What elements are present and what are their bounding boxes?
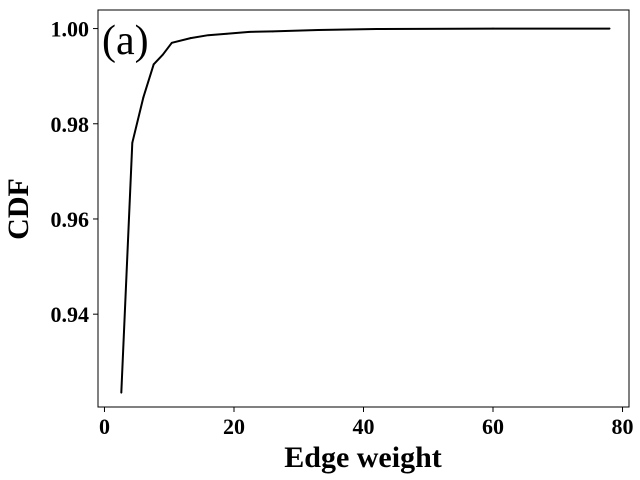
y-tick-label: 0.94 <box>51 302 90 327</box>
data-point <box>492 27 494 30</box>
data-point <box>225 32 228 35</box>
plot-frame <box>97 9 630 408</box>
data-point <box>608 27 611 30</box>
ticks-layer: 0 20 40 60 80 0.94 0.96 0.98 1.00 <box>51 17 634 439</box>
x-axis-title: Edge weight <box>284 441 442 474</box>
plot-layer <box>120 27 611 394</box>
data-point <box>189 37 192 39</box>
data-point <box>142 96 145 99</box>
data-point <box>161 53 164 56</box>
data-point <box>152 63 155 66</box>
x-tick-label: 80 <box>612 414 634 439</box>
y-tick-label: 0.96 <box>51 207 90 232</box>
x-tick-label: 20 <box>223 414 245 439</box>
x-tick-label: 40 <box>353 414 375 439</box>
y-axis-title: CDF <box>2 178 35 240</box>
x-tick-label: 0 <box>99 414 110 439</box>
data-point <box>170 41 173 44</box>
x-tick-label: 60 <box>482 414 504 439</box>
data-point <box>271 30 274 33</box>
data-point <box>375 28 378 30</box>
y-tick-label: 0.98 <box>51 112 90 137</box>
data-point <box>207 34 209 37</box>
y-tick-label: 1.00 <box>51 17 90 42</box>
panel-label: (a) <box>102 18 149 64</box>
data-point <box>131 141 134 144</box>
data-point <box>120 391 123 394</box>
data-point <box>317 29 320 31</box>
data-point <box>248 30 251 33</box>
